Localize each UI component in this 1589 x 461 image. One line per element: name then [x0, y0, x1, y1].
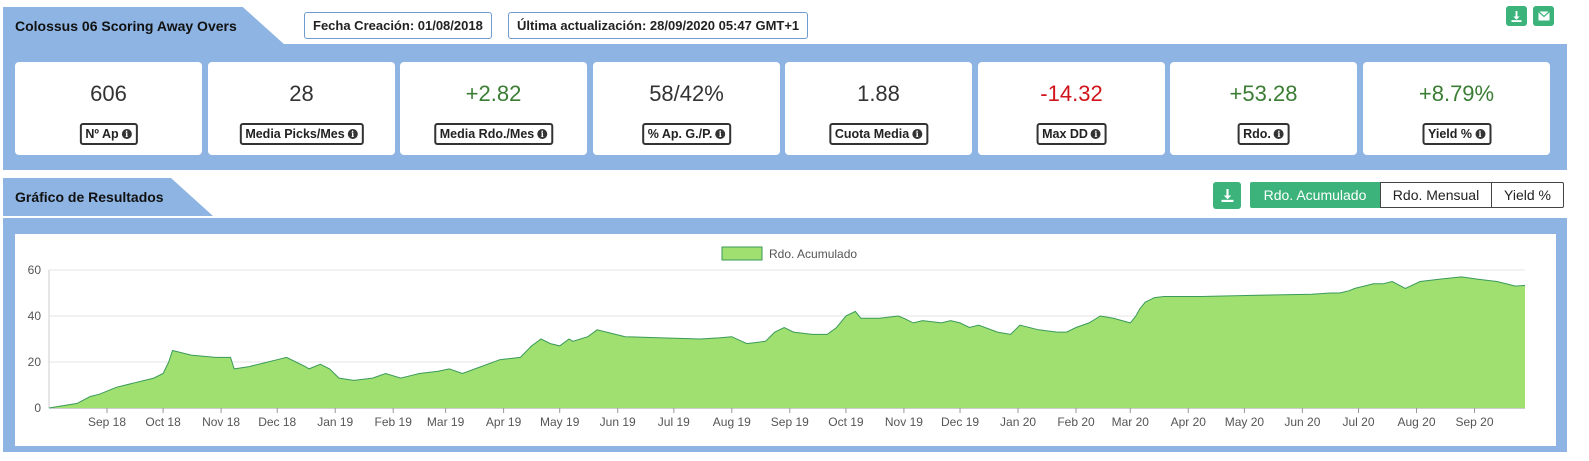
creation-date-text: Fecha Creación: 01/08/2018 — [313, 18, 483, 33]
x-tick-label: Jul 19 — [658, 415, 690, 429]
stat-value: 1.88 — [857, 81, 900, 106]
stat-value: 58/42% — [649, 81, 724, 106]
download-button[interactable] — [1506, 6, 1527, 26]
stat-card: -14.32 Max DD i — [978, 62, 1165, 155]
chart-section-tab: Gráfico de Resultados — [3, 178, 213, 216]
x-tick-label: Apr 20 — [1171, 415, 1207, 429]
x-tick-label: Feb 19 — [375, 415, 413, 429]
stat-label[interactable]: Rdo. i — [1237, 123, 1290, 145]
stat-label[interactable]: Yield % i — [1422, 123, 1491, 145]
stat-card: 28 Media Picks/Mes i — [208, 62, 395, 155]
creation-date-badge: Fecha Creación: 01/08/2018 — [304, 12, 492, 39]
download-icon — [1221, 189, 1233, 202]
stat-value: 28 — [289, 81, 314, 106]
stat-label[interactable]: Cuota Media i — [828, 123, 929, 145]
x-tick-label: Jul 20 — [1342, 415, 1374, 429]
info-icon: i — [121, 129, 132, 139]
x-tick-label: Dec 19 — [941, 415, 979, 429]
stat-value: 606 — [90, 81, 127, 106]
stat-label-text: Cuota Media — [834, 127, 910, 141]
stat-label[interactable]: Media Rdo./Mes i — [433, 123, 554, 145]
download-chart-button[interactable] — [1213, 182, 1241, 209]
tab-rdo-mensual-label: Rdo. Mensual — [1392, 187, 1480, 203]
stat-label[interactable]: Max DD i — [1036, 123, 1107, 145]
tab-rdo-mensual[interactable]: Rdo. Mensual — [1380, 182, 1492, 208]
stat-label-text: Max DD — [1042, 127, 1088, 141]
stat-value: -14.32 — [1040, 81, 1103, 106]
info-icon: i — [715, 129, 726, 139]
stat-value: +8.79% — [1418, 81, 1495, 106]
stats-panel: 606 Nº Ap i 28 Media Picks/Mes i +2.82 Media Rd… — [3, 48, 1567, 170]
stat-label-text: Yield % — [1428, 127, 1472, 141]
stat-label-text: Media Rdo./Mes — [439, 127, 535, 141]
info-icon: i — [912, 129, 923, 139]
x-tick-label: Feb 20 — [1057, 415, 1095, 429]
info-icon: i — [1475, 129, 1485, 139]
chart-section-title: Gráfico de Resultados — [15, 189, 164, 205]
last-update-badge: Última actualización: 28/09/2020 05:47 G… — [508, 12, 809, 39]
legend-swatch — [721, 246, 763, 261]
stat-label-text: Media Picks/Mes — [245, 127, 345, 141]
stat-label-text: Rdo. — [1243, 127, 1271, 141]
x-tick-label: Aug 20 — [1397, 415, 1435, 429]
info-icon: i — [347, 129, 358, 139]
x-tick-label: Jan 19 — [317, 415, 353, 429]
y-tick-label: 0 — [34, 401, 41, 415]
stat-card: 606 Nº Ap i — [15, 62, 202, 155]
info-icon: i — [1273, 129, 1284, 139]
x-tick-label: May 19 — [540, 415, 580, 429]
stat-card: +8.79% Yield % i — [1363, 62, 1550, 155]
stat-value: +2.82 — [465, 81, 522, 106]
x-tick-label: Nov 18 — [202, 415, 240, 429]
stat-label-text: % Ap. G./P. — [647, 127, 713, 141]
x-tick-label: Sep 20 — [1455, 415, 1493, 429]
stat-card: 58/42% % Ap. G./P. i — [593, 62, 780, 155]
results-chart: 0 20 40 60 Sep 18 Oct 18 Nov 18 Dec 18 Jan 19 Feb… — [28, 246, 1526, 429]
stat-card: 1.88 Cuota Media i — [785, 62, 972, 155]
x-tick-label: Sep 18 — [88, 415, 126, 429]
x-tick-label: Jan 20 — [1000, 415, 1036, 429]
x-tick-label: Dec 18 — [258, 415, 296, 429]
x-tick-label: Sep 19 — [771, 415, 809, 429]
series-line — [48, 276, 1526, 409]
x-tick-label: Apr 19 — [486, 415, 522, 429]
area-fill — [49, 276, 1525, 408]
x-tick-label: Mar 19 — [427, 415, 465, 429]
tab-yield-label: Yield % — [1504, 187, 1551, 203]
tab-rdo-acumulado-label: Rdo. Acumulado — [1263, 187, 1367, 203]
x-tick-label: Mar 20 — [1112, 415, 1150, 429]
download-icon — [1511, 10, 1522, 22]
title-underline — [3, 44, 1567, 48]
x-tick-label: Oct 19 — [828, 415, 864, 429]
stat-label[interactable]: Media Picks/Mes i — [239, 123, 364, 145]
x-tick-label: Jun 19 — [600, 415, 636, 429]
email-button[interactable] — [1533, 6, 1554, 26]
stat-value: +53.28 — [1229, 81, 1298, 106]
x-tick-label: May 20 — [1225, 415, 1265, 429]
x-tick-label: Aug 19 — [713, 415, 751, 429]
stat-label-text: Nº Ap — [85, 127, 119, 141]
stat-label[interactable]: Nº Ap i — [79, 123, 138, 145]
chart-panel: 0 20 40 60 Sep 18 Oct 18 Nov 18 Dec 18 Jan 19 Feb… — [3, 218, 1567, 452]
envelope-icon — [1537, 11, 1550, 21]
tab-yield[interactable]: Yield % — [1491, 182, 1564, 208]
y-tick-label: 20 — [28, 355, 42, 369]
y-tick-label: 40 — [28, 309, 42, 323]
x-tick-label: Nov 19 — [885, 415, 923, 429]
x-tick-label: Jun 20 — [1284, 415, 1320, 429]
info-icon: i — [537, 129, 548, 139]
stat-card: +2.82 Media Rdo./Mes i — [400, 62, 587, 155]
chart-container: 0 20 40 60 Sep 18 Oct 18 Nov 18 Dec 18 Jan 19 Feb… — [15, 234, 1556, 446]
page-title-tab: Colossus 06 Scoring Away Overs — [3, 7, 285, 45]
stat-label[interactable]: % Ap. G./P. i — [641, 123, 732, 145]
stat-card: +53.28 Rdo. i — [1170, 62, 1357, 155]
page-title: Colossus 06 Scoring Away Overs — [15, 18, 237, 34]
x-tick-label: Oct 18 — [145, 415, 181, 429]
tab-rdo-acumulado[interactable]: Rdo. Acumulado — [1250, 182, 1380, 208]
last-update-text: Última actualización: 28/09/2020 05:47 G… — [517, 18, 800, 33]
legend-label: Rdo. Acumulado — [769, 247, 857, 261]
info-icon: i — [1090, 129, 1101, 139]
y-tick-label: 60 — [28, 263, 42, 277]
